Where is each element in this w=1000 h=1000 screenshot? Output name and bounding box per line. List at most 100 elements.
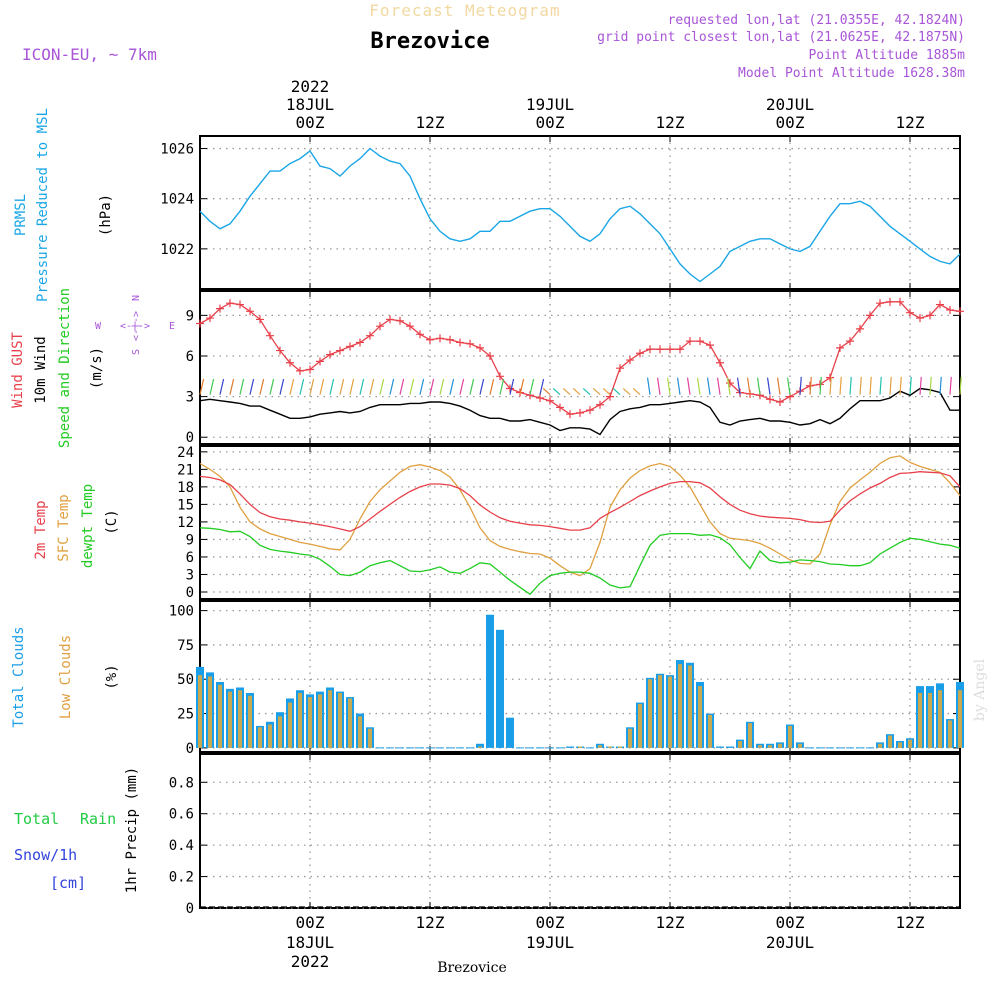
gust-point-12 xyxy=(316,357,324,366)
top-year-label: 2022 xyxy=(291,77,330,96)
gust-point-34 xyxy=(536,393,544,402)
wind-arrow-68 xyxy=(879,376,882,395)
low-cloud-bar-2 xyxy=(218,684,222,748)
gust-point-15 xyxy=(346,342,354,351)
gridpoint-coords: grid point closest lon,lat (21.0625E, 42… xyxy=(597,30,965,45)
gust-point-25 xyxy=(446,335,454,344)
wind-arrow-72 xyxy=(919,376,922,395)
low-cloud-bar-54 xyxy=(738,741,742,748)
wind-arrow-43 xyxy=(622,388,631,396)
precip-axis-label: 1hr Precip (mm) xyxy=(124,767,140,893)
wind-arrow-51 xyxy=(706,377,711,395)
low-cloud-bar-75 xyxy=(948,720,952,748)
total-cloud-bar-28 xyxy=(476,743,484,748)
wind-arrow-64 xyxy=(839,376,842,395)
model-label: ICON-EU, ~ 7km xyxy=(22,45,157,64)
low-cloud-bar-44 xyxy=(638,703,642,748)
gust-point-35 xyxy=(546,396,554,405)
wind-arrow-5 xyxy=(249,378,255,395)
wind-arrow-15 xyxy=(349,378,355,395)
gust-point-6 xyxy=(256,315,264,324)
gust-point-27 xyxy=(466,339,474,348)
temperature-ytick-label-0: 24 xyxy=(177,445,194,461)
temperature-ytick-label-2: 18 xyxy=(177,480,194,496)
gust-point-1 xyxy=(206,314,214,323)
temp2m-line xyxy=(199,471,961,532)
faint-title: Forecast Meteogram xyxy=(369,1,560,20)
temp2m-label: 2m Temp xyxy=(33,500,49,559)
gust-point-44 xyxy=(636,349,644,358)
gust-point-10 xyxy=(296,366,304,375)
low-cloud-bar-8 xyxy=(278,716,282,748)
gust-point-45 xyxy=(646,345,654,354)
temperature-ytick-label-7: 3 xyxy=(186,567,194,583)
footer-station: Brezovice xyxy=(437,960,507,976)
wind-labels: Wind GUST 10m Wind Speed and Direction (… xyxy=(10,288,175,448)
wind-ytick-label-3: 0 xyxy=(186,430,194,446)
low-cloud-bar-50 xyxy=(698,686,702,748)
wind-arrow-35 xyxy=(542,388,551,396)
panel-wind: 9 6 3 0 xyxy=(186,290,964,446)
gust-point-21 xyxy=(406,322,414,331)
temperature-labels: 2m Temp SFC Temp dewpt Temp (C) xyxy=(33,484,120,568)
compass-s: S xyxy=(131,349,142,355)
bottom-tick-label-0: 00Z xyxy=(296,913,325,932)
model-altitude: Model Point Altitude 1628.38m xyxy=(738,66,965,81)
gust-point-71 xyxy=(906,308,914,317)
gust-point-74 xyxy=(936,300,944,309)
wind-arrow-20 xyxy=(399,378,405,395)
low-cloud-bar-55 xyxy=(748,723,752,748)
total-cloud-bar-37 xyxy=(566,746,574,748)
sfc-temp-line xyxy=(199,455,961,577)
gust-point-53 xyxy=(726,379,734,388)
pressure-labels: PRMSL Pressure Reduced to MSL (hPa) xyxy=(13,108,114,302)
requested-coords: requested lon,lat (21.0355E, 42.1824N) xyxy=(668,13,965,28)
top-tick-label-1: 12Z xyxy=(416,113,445,132)
wind-speed-line xyxy=(199,387,960,436)
top-tick-label-5: 12Z xyxy=(896,113,925,132)
gust-point-50 xyxy=(696,337,704,346)
wind-arrow-69 xyxy=(889,376,892,395)
bottom-tick-label-1: 12Z xyxy=(416,913,445,932)
low-cloud-bar-6 xyxy=(258,727,262,748)
wind-arrow-38 xyxy=(572,388,581,396)
gust-point-65 xyxy=(846,337,854,346)
gust-point-38 xyxy=(576,408,584,417)
wind10m-label: 10m Wind xyxy=(33,336,49,403)
gust-point-5 xyxy=(246,307,254,316)
bottom-year-label: 2022 xyxy=(291,952,330,971)
temperature-ytick-label-8: 0 xyxy=(186,585,194,601)
wind-arrow-14 xyxy=(339,378,345,395)
wind-arrow-49 xyxy=(686,377,691,395)
low-cloud-bar-57 xyxy=(768,745,772,748)
panel-clouds: 100 75 50 25 0 xyxy=(169,600,964,757)
low-cloud-bar-7 xyxy=(268,724,272,748)
temperature-ytick-label-3: 15 xyxy=(177,497,194,513)
compass-e: E xyxy=(169,321,175,332)
watermark: by Angel xyxy=(972,658,988,721)
wind-arrow-41 xyxy=(602,388,611,396)
bottom-tick-label-4: 00Z xyxy=(776,913,805,932)
precipitation-ytick-label-3: 0.2 xyxy=(169,870,194,886)
wind-arrow-12 xyxy=(319,378,325,395)
gust-point-26 xyxy=(456,338,464,347)
gust-point-11 xyxy=(306,365,314,374)
gust-point-52 xyxy=(716,358,724,367)
gust-point-31 xyxy=(506,384,514,393)
precipitation-frame xyxy=(199,753,961,909)
temperature-ytick-label-4: 12 xyxy=(177,515,194,531)
gust-point-73 xyxy=(926,311,934,320)
wind-arrow-4 xyxy=(239,378,245,395)
total-clouds-label: Total Clouds xyxy=(11,626,27,727)
wind-arrow-11 xyxy=(309,378,315,395)
percent-label: (%) xyxy=(104,664,120,689)
low-cloud-bar-74 xyxy=(938,690,942,748)
gust-point-18 xyxy=(376,322,384,331)
gust-label: Wind GUST xyxy=(10,332,26,408)
low-cloud-bar-10 xyxy=(298,692,302,748)
wind-ytick-label-2: 3 xyxy=(186,390,194,406)
wind-arrow-44 xyxy=(632,388,641,396)
wind-arrow-62 xyxy=(819,376,822,395)
dewpt-label: dewpt Temp xyxy=(80,484,96,568)
gust-point-19 xyxy=(386,315,394,324)
